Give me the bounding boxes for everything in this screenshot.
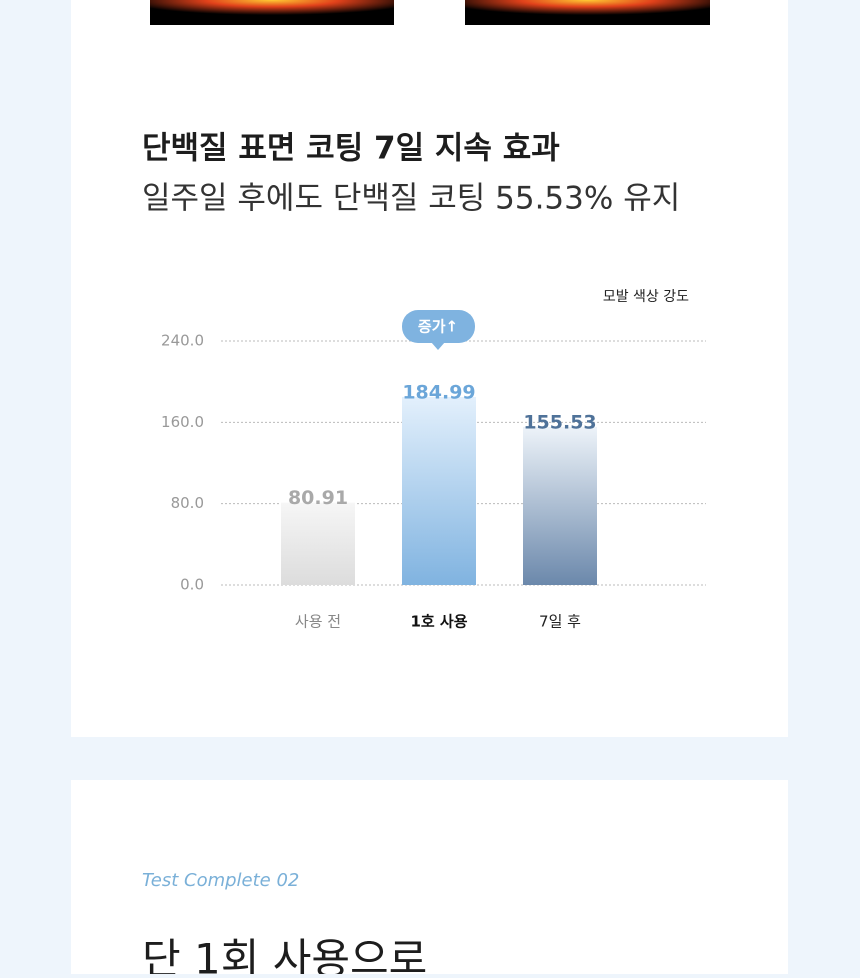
y-tick-label: 0.0 bbox=[180, 576, 204, 594]
bar bbox=[281, 502, 355, 585]
subtitle: 일주일 후에도 단백질 코팅 55.53% 유지 bbox=[142, 181, 680, 217]
annotation-pointer bbox=[431, 342, 445, 350]
y-axis-label: 모발 색상 강도 bbox=[603, 289, 689, 305]
value-label: 80.91 bbox=[288, 487, 348, 509]
image bbox=[150, 0, 394, 25]
x-tick-label: 사용 전 bbox=[295, 613, 341, 631]
panel bbox=[71, 0, 788, 737]
value-label: 155.53 bbox=[523, 411, 596, 433]
plot: 0.0 80.0 160.0 240.0 사용 전 80.91 1호 사용 184.99 7일 … bbox=[161, 332, 706, 631]
y-tick-label: 160.0 bbox=[161, 413, 204, 431]
title: 단백질 표면 코팅 7일 지속 효과 bbox=[142, 131, 560, 167]
x-tick-label: 1호 사용 bbox=[410, 613, 467, 631]
bar bbox=[523, 426, 597, 585]
value-label: 184.99 bbox=[402, 381, 475, 403]
image bbox=[465, 0, 710, 25]
eyebrow: Test Complete 02 bbox=[142, 870, 299, 891]
x-tick-label: 7일 후 bbox=[539, 613, 581, 631]
y-tick-label: 80.0 bbox=[171, 494, 204, 512]
annotation: 증가↑ bbox=[418, 318, 458, 336]
section-heading: 단 1회 사용으로 bbox=[142, 935, 427, 975]
y-tick-label: 240.0 bbox=[161, 332, 204, 350]
annotation-bubble bbox=[402, 310, 475, 343]
panel bbox=[71, 780, 788, 974]
bar bbox=[402, 396, 476, 585]
